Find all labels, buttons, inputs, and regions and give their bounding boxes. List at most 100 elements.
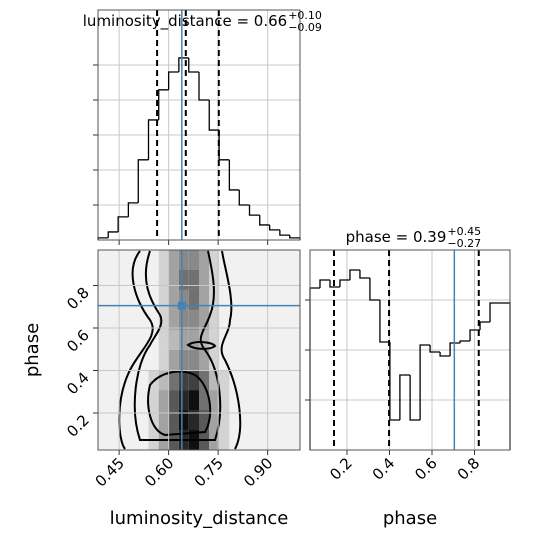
histogram-step — [218, 130, 230, 161]
density-cell — [178, 269, 189, 290]
density-cell — [199, 329, 210, 350]
density-cell — [168, 309, 179, 330]
density-cell — [178, 309, 189, 330]
x-tick-label: 0.8 — [454, 454, 484, 484]
panel-frame — [97, 249, 301, 451]
density-cell — [178, 289, 189, 310]
histogram-step — [409, 375, 421, 421]
density-cell — [188, 269, 199, 290]
histogram-step — [248, 204, 260, 216]
histogram-step — [268, 224, 280, 231]
density-cell — [219, 390, 230, 411]
histogram-step — [319, 279, 330, 288]
histogram-step — [479, 321, 491, 330]
histogram-step — [309, 287, 320, 450]
x-tick-label: 0.45 — [92, 454, 128, 490]
x-tick-label: 0.4 — [369, 454, 399, 484]
density-cell — [209, 329, 220, 350]
density-cell — [199, 309, 210, 330]
density-cell — [199, 410, 210, 431]
histogram-step — [238, 189, 250, 206]
histogram-step — [369, 278, 380, 301]
density-cell — [188, 410, 199, 431]
density-cell — [199, 250, 210, 270]
contour-small — [186, 341, 217, 350]
density-cell — [158, 250, 169, 270]
panel-title: luminosity_distance = 0.66 — [83, 12, 287, 31]
density-cell — [158, 309, 169, 330]
truth-marker — [177, 301, 186, 310]
panel-frame — [309, 249, 511, 451]
density-cell — [158, 410, 169, 431]
histogram-step — [147, 119, 159, 160]
density-cell — [199, 370, 210, 391]
density-cell — [158, 269, 169, 290]
x-axis-label: phase — [383, 508, 437, 529]
density-cell — [178, 329, 189, 350]
density-cell — [178, 250, 189, 270]
histogram-step — [500, 302, 511, 450]
density-cell — [199, 289, 210, 310]
histogram-step — [349, 269, 360, 280]
title-lower-error: −0.27 — [447, 237, 481, 250]
panel-title: phase = 0.39 — [346, 228, 447, 246]
density-cell — [219, 430, 230, 450]
histogram-step — [289, 235, 301, 240]
histogram-step — [459, 340, 471, 343]
histogram-step — [389, 342, 400, 421]
y-tick-label: 0.2 — [63, 411, 93, 441]
histogram-step — [137, 159, 149, 203]
histogram-step — [198, 71, 210, 101]
histogram-step — [178, 57, 189, 72]
x-axis-label: luminosity_distance — [110, 508, 289, 529]
histogram-step — [117, 216, 129, 232]
density-cell — [188, 329, 199, 350]
density-cell — [188, 309, 199, 330]
x-tick-label: 0.6 — [411, 454, 441, 484]
histogram-step — [399, 374, 411, 420]
histogram-step — [449, 342, 461, 356]
density-cell — [168, 390, 179, 411]
histogram-step — [419, 344, 431, 420]
density-cell — [168, 410, 179, 431]
density-cell — [158, 390, 169, 411]
density-cell — [188, 390, 199, 411]
histogram-step — [359, 270, 370, 279]
histogram-step — [279, 229, 290, 236]
density-cell — [168, 349, 179, 371]
density-cell — [188, 349, 199, 371]
histogram-step — [167, 71, 179, 90]
histogram-step — [107, 231, 119, 238]
panel-frame — [97, 9, 301, 241]
density-cell — [219, 370, 230, 391]
histogram-step — [188, 57, 199, 73]
density-cell — [158, 329, 169, 350]
density-cell — [158, 370, 169, 391]
x-tick-label: 0.2 — [326, 454, 356, 484]
density-cell — [178, 349, 189, 371]
density-cell — [148, 410, 159, 431]
density-cell — [188, 289, 199, 310]
title-upper-error: +0.45 — [447, 225, 481, 238]
contour-middle — [133, 250, 222, 441]
density-cell — [168, 269, 179, 290]
histogram-step — [339, 279, 350, 287]
density-cell — [209, 309, 220, 330]
histogram-step — [429, 345, 441, 353]
y-axis-label: phase — [22, 323, 43, 377]
density-cell — [188, 370, 199, 391]
density-cell — [178, 410, 189, 431]
density-cell — [188, 250, 199, 270]
density-cell — [209, 250, 220, 270]
x-tick-label: 0.75 — [191, 454, 227, 490]
density-cell — [158, 349, 169, 371]
density-cell — [199, 269, 210, 290]
histogram-step — [439, 352, 451, 357]
histogram-step — [469, 329, 481, 341]
y-tick-label: 0.8 — [63, 284, 93, 314]
density-cell — [168, 289, 179, 310]
histogram-step — [158, 89, 169, 120]
density-cell — [209, 370, 220, 391]
density-cell — [209, 410, 220, 431]
